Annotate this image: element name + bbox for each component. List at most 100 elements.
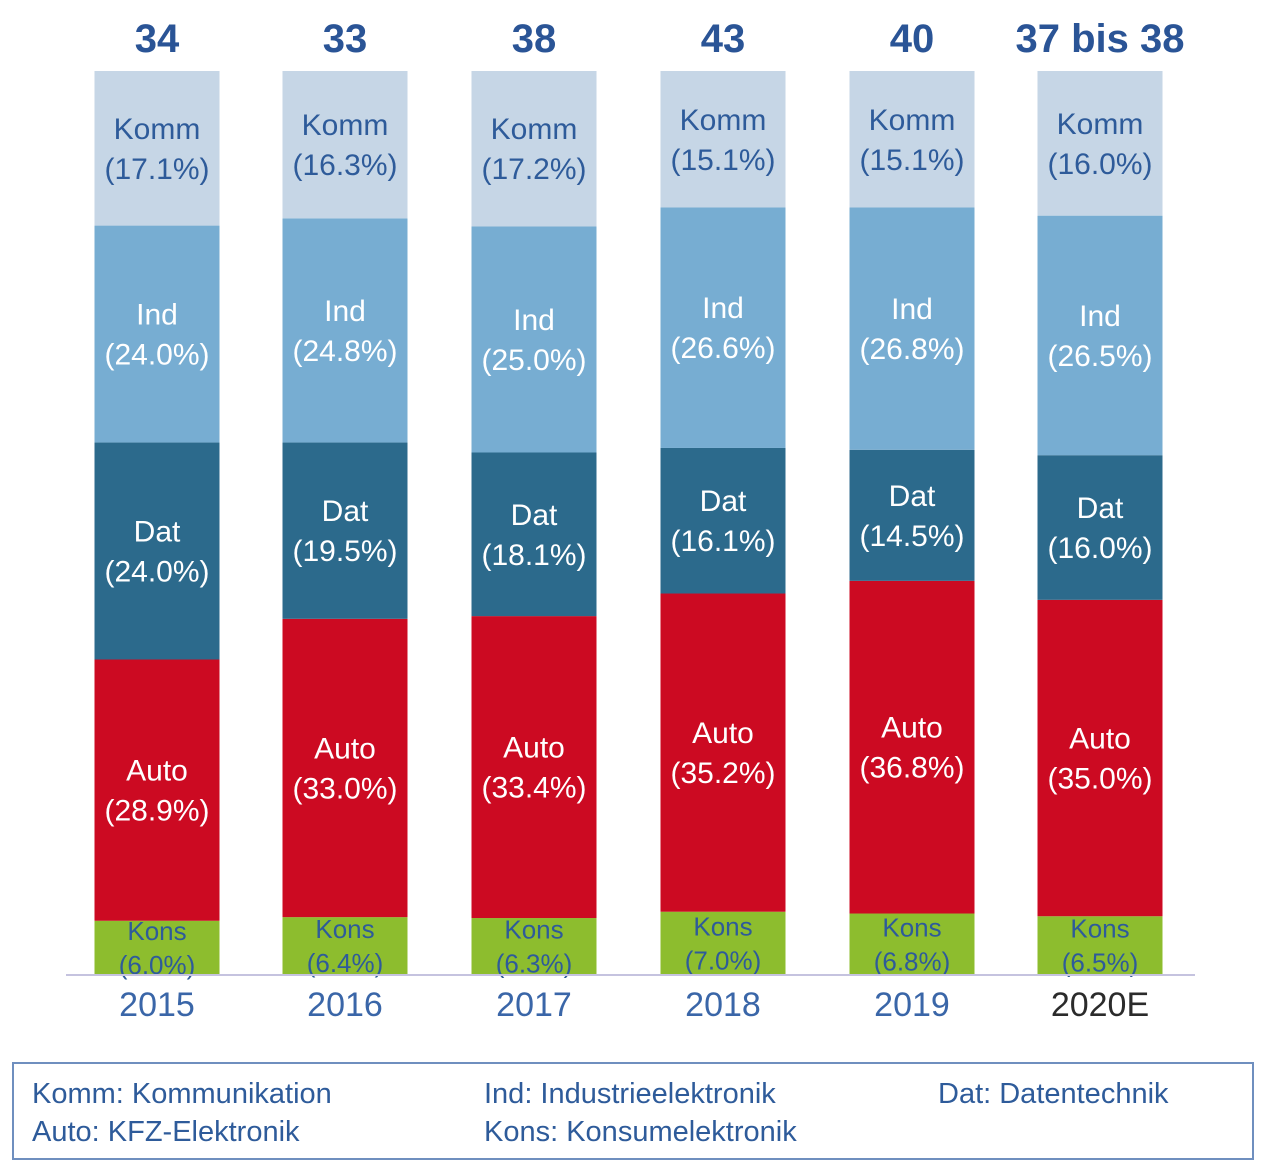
segment-value-komm-2019: (15.1%) (859, 144, 964, 177)
segment-value-kons-2018: (7.0%) (685, 945, 762, 975)
total-label-2020e: 37 bis 38 (1015, 17, 1184, 61)
bar-segment-ind-2015 (94, 225, 220, 443)
segment-name-dat-2019: Dat (889, 480, 936, 513)
segment-value-auto-2015: (28.9%) (104, 795, 209, 828)
segment-name-komm-2015: Komm (114, 113, 201, 146)
segment-value-ind-2015: (24.0%) (104, 339, 209, 372)
bar-segment-ind-2019 (849, 207, 975, 450)
bar-segment-kons-2019 (849, 913, 975, 975)
segment-name-dat-2018: Dat (700, 485, 747, 518)
segment-name-kons-2016: Kons (315, 914, 374, 944)
segment-value-auto-2016: (33.0%) (292, 772, 397, 805)
bar-segment-auto-2017 (471, 616, 597, 919)
segment-value-kons-2017: (6.3%) (496, 949, 573, 979)
bar-segment-ind-2016 (282, 218, 408, 443)
bar-segment-dat-2015 (94, 442, 220, 660)
bar-segment-kons-2015 (94, 920, 220, 975)
bar-segment-auto-2015 (94, 659, 220, 921)
segment-name-kons-2020e: Kons (1070, 914, 1129, 944)
segment-name-auto-2020e: Auto (1069, 723, 1131, 756)
segment-value-ind-2019: (26.8%) (859, 333, 964, 366)
segment-value-auto-2018: (35.2%) (670, 757, 775, 790)
total-label-2019: 40 (890, 17, 935, 61)
segment-name-dat-2016: Dat (322, 495, 369, 528)
segment-name-ind-2015: Ind (136, 299, 178, 332)
year-label-2015: 2015 (119, 986, 195, 1024)
segment-name-dat-2017: Dat (511, 499, 558, 532)
segment-value-ind-2017: (25.0%) (481, 344, 586, 377)
year-label-2019: 2019 (874, 986, 950, 1024)
year-labels-group: 2015 2016 2017 2018 2019 2020E (119, 986, 1149, 1024)
legend-item-dat: Dat: Datentechnik (938, 1078, 1169, 1110)
bar-segment-komm-2020e (1037, 71, 1163, 216)
segment-value-dat-2020e: (16.0%) (1047, 532, 1152, 565)
year-label-2018: 2018 (685, 986, 761, 1024)
segment-name-kons-2019: Kons (882, 912, 941, 942)
bar-segment-kons-2020e (1037, 916, 1163, 975)
stacked-bar-chart: Kons(6.0%)Auto(28.9%)Dat(24.0%)Ind(24.0%… (66, 17, 1195, 1024)
segment-name-dat-2020e: Dat (1077, 492, 1124, 525)
segment-name-komm-2020e: Komm (1057, 108, 1144, 141)
segment-value-dat-2018: (16.1%) (670, 525, 775, 558)
bar-segment-ind-2020e (1037, 215, 1163, 456)
year-label-2020e: 2020E (1051, 986, 1149, 1024)
bars-group: Kons(6.0%)Auto(28.9%)Dat(24.0%)Ind(24.0%… (94, 71, 1163, 980)
segment-name-komm-2017: Komm (491, 113, 578, 146)
bar-segment-auto-2018 (660, 593, 786, 912)
bar-segment-komm-2019 (849, 71, 975, 208)
total-label-2017: 38 (512, 17, 557, 61)
segment-name-auto-2017: Auto (503, 732, 565, 765)
year-label-2017: 2017 (496, 986, 572, 1024)
segment-value-dat-2016: (19.5%) (292, 535, 397, 568)
segment-name-kons-2017: Kons (504, 915, 563, 945)
segment-name-ind-2018: Ind (702, 292, 744, 325)
bar-segment-komm-2018 (660, 71, 786, 208)
bar-segment-komm-2015 (94, 71, 220, 226)
segment-value-dat-2017: (18.1%) (481, 539, 586, 572)
segment-value-komm-2015: (17.1%) (104, 153, 209, 186)
segment-name-ind-2016: Ind (324, 295, 366, 328)
legend-box: Komm: Kommunikation Ind: Industrieelektr… (12, 1062, 1254, 1160)
segment-value-ind-2016: (24.8%) (292, 335, 397, 368)
bar-segment-kons-2017 (471, 918, 597, 975)
bar-segment-kons-2016 (282, 917, 408, 975)
legend-item-kons: Kons: Konsumelektronik (484, 1116, 797, 1148)
bar-segment-dat-2018 (660, 447, 786, 594)
segment-value-komm-2017: (17.2%) (481, 153, 586, 186)
bar-segment-auto-2016 (282, 618, 408, 918)
segment-name-komm-2018: Komm (680, 104, 767, 137)
segment-value-komm-2016: (16.3%) (292, 149, 397, 182)
segment-value-kons-2016: (6.4%) (307, 948, 384, 978)
segment-name-auto-2018: Auto (692, 717, 754, 750)
segment-name-auto-2015: Auto (126, 755, 188, 788)
bar-segment-komm-2017 (471, 71, 597, 227)
segment-name-kons-2015: Kons (127, 916, 186, 946)
legend-item-auto: Auto: KFZ-Elektronik (32, 1116, 300, 1148)
segment-name-komm-2019: Komm (869, 104, 956, 137)
bar-segment-dat-2019 (849, 449, 975, 581)
bar-segment-auto-2020e (1037, 599, 1163, 917)
segment-value-kons-2019: (6.8%) (874, 946, 951, 976)
segment-name-kons-2018: Kons (693, 911, 752, 941)
segment-value-ind-2018: (26.6%) (670, 332, 775, 365)
segment-value-komm-2018: (15.1%) (670, 144, 775, 177)
segment-name-auto-2019: Auto (881, 712, 943, 745)
bar-segment-dat-2020e (1037, 455, 1163, 600)
bar-segment-ind-2017 (471, 226, 597, 453)
bar-segment-komm-2016 (282, 71, 408, 219)
legend-item-komm: Komm: Kommunikation (32, 1078, 332, 1110)
segment-value-dat-2019: (14.5%) (859, 520, 964, 553)
segment-name-ind-2020e: Ind (1079, 300, 1121, 333)
segment-value-kons-2020e: (6.5%) (1062, 948, 1139, 978)
segment-name-ind-2017: Ind (513, 304, 555, 337)
segment-name-komm-2016: Komm (302, 109, 389, 142)
segment-value-auto-2019: (36.8%) (859, 752, 964, 785)
segment-name-ind-2019: Ind (891, 293, 933, 326)
segment-name-dat-2015: Dat (134, 516, 181, 549)
segment-value-komm-2020e: (16.0%) (1047, 148, 1152, 181)
segment-value-ind-2020e: (26.5%) (1047, 340, 1152, 373)
segment-value-auto-2020e: (35.0%) (1047, 763, 1152, 796)
bar-segment-ind-2018 (660, 207, 786, 448)
legend-item-ind: Ind: Industrieelektronik (484, 1078, 776, 1110)
bar-segment-dat-2017 (471, 452, 597, 617)
